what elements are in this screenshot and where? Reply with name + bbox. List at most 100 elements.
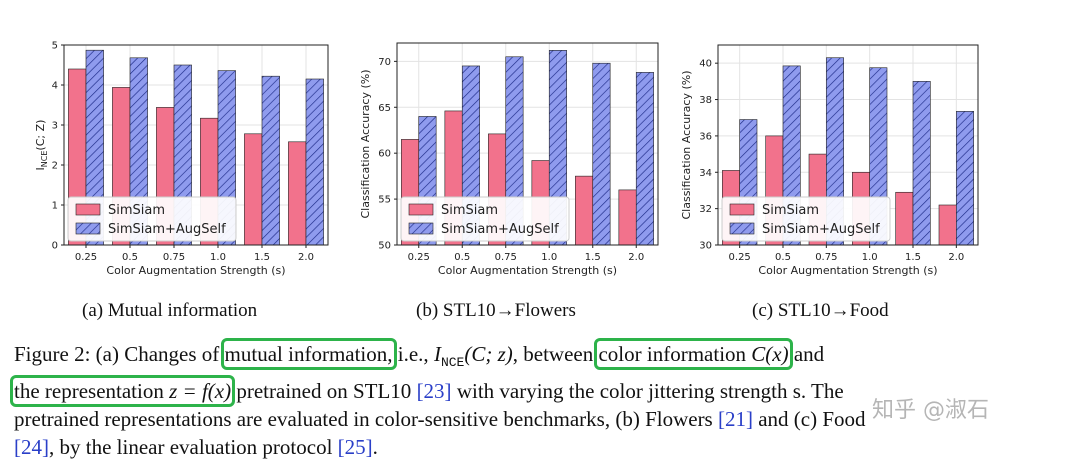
legend-box — [400, 196, 570, 242]
legend-swatch-simsiam — [729, 203, 755, 216]
x-axis-label: Color Augmentation Strength (s) — [758, 264, 937, 277]
y-tick-label: 2 — [52, 161, 58, 172]
chart-svg-flowers: 0.25 0.5 0.75 1.0 1.5 2.0 50 55 60 65 70 Color Augm… — [359, 42, 659, 277]
bar-simsiam — [288, 141, 307, 246]
y-tick-label: 30 — [699, 241, 712, 252]
x-tick-label: 2.0 — [298, 252, 314, 263]
x-tick-label: 0.75 — [815, 252, 837, 263]
subcaption-b: (b) STL10→Flowers — [416, 300, 576, 321]
x-tick-label: 1.0 — [210, 252, 226, 263]
caption-text: pretrained on STL10 — [231, 379, 417, 404]
x-tick-label: 1.0 — [862, 252, 878, 263]
y-tick-label: 40 — [699, 59, 712, 70]
x-tick-label: 1.5 — [585, 252, 601, 263]
bar-simsiam — [244, 133, 263, 246]
legend-label-augself: SimSiam+AugSelf — [762, 222, 880, 237]
highlight-mutual-information: mutual information, — [220, 338, 397, 370]
bar-simsiam — [938, 204, 957, 246]
legend-swatch-augself — [408, 222, 434, 235]
watermark: 知乎 @淑石 — [872, 398, 989, 423]
y-tick-label: 3 — [52, 121, 58, 132]
legend-swatch-augself — [729, 222, 755, 235]
x-tick-label: 0.25 — [408, 252, 430, 263]
y-tick-label: 38 — [699, 95, 712, 106]
y-tick-label: 36 — [699, 131, 712, 142]
x-tick-label: 1.5 — [254, 252, 270, 263]
reference-link[interactable]: [21] — [717, 407, 753, 432]
x-axis-label: Color Augmentation Strength (s) — [438, 264, 617, 277]
reference-link[interactable]: [25] — [337, 435, 373, 460]
caption-text: with varying the color jittering strengt… — [451, 379, 844, 404]
y-tick-label: 50 — [378, 241, 391, 252]
plot-frame — [63, 44, 329, 246]
caption-line-1: Figure 2: (a) Changes of mutual informat… — [14, 338, 1054, 377]
highlight-text: the representation — [14, 379, 170, 404]
formula-inline: INCE(C; z) — [434, 342, 513, 370]
y-tick-label: 32 — [699, 204, 712, 215]
x-tick-label: 0.25 — [729, 252, 751, 263]
reference-link[interactable]: [23] — [416, 379, 452, 404]
bar-simsiam-augself — [592, 62, 611, 246]
caption-text: , between — [512, 342, 599, 366]
highlight-representation: the representation z = f(x) — [9, 375, 236, 408]
chart-svg-food: 0.25 0.5 0.75 1.0 1.5 2.0 30 32 34 36 38 40 Color Au… — [680, 44, 979, 277]
formula-sub: NCE — [440, 355, 465, 371]
subcaption-c: (c) STL10→Food — [752, 300, 889, 321]
chart-stl10-food: 0.25 0.5 0.75 1.0 1.5 2.0 30 32 34 36 38 40 Color Au… — [660, 0, 1000, 290]
y-tick-label: 5 — [52, 41, 58, 52]
x-tick-label: 1.0 — [541, 252, 557, 263]
y-label-main: I — [34, 167, 47, 170]
chart-stl10-flowers: 0.25 0.5 0.75 1.0 1.5 2.0 50 55 60 65 70 Color Augm… — [340, 0, 670, 290]
y-axis-label: Classification Accuracy (%) — [359, 69, 372, 218]
x-tick-label: 2.0 — [948, 252, 964, 263]
legend-box — [67, 196, 237, 242]
y-tick-label: 4 — [52, 81, 58, 92]
caption-text: , by the linear evaluation protocol — [49, 435, 338, 460]
x-tick-label: 0.5 — [454, 252, 470, 263]
caption-line-2: the representation z = f(x) pretrained o… — [9, 375, 1054, 408]
y-tick-label: 1 — [52, 201, 58, 212]
bar-simsiam — [618, 189, 637, 246]
x-tick-label: 0.5 — [122, 252, 138, 263]
y-tick-label: 34 — [699, 168, 712, 179]
caption-text: i.e., — [392, 342, 434, 366]
x-tick-label: 1.5 — [905, 252, 921, 263]
caption-text: and (c) Food — [752, 407, 866, 432]
bar-simsiam-augself — [635, 72, 654, 246]
bar-simsiam-augself — [956, 111, 974, 246]
legend-label-augself: SimSiam+AugSelf — [441, 222, 559, 237]
caption-text: and — [788, 342, 825, 366]
chart-svg-mi: 0.25 0.5 0.75 1.0 1.5 2.0 0 1 2 3 4 5 Color Augmenta… — [34, 41, 329, 277]
x-tick-label: 2.0 — [628, 252, 644, 263]
x-tick-label: 0.75 — [495, 252, 517, 263]
legend-swatch-simsiam — [75, 203, 101, 216]
bar-simsiam-augself — [912, 81, 931, 246]
y-axis-label: Classification Accuracy (%) — [680, 70, 693, 219]
x-axis-label: Color Augmentation Strength (s) — [106, 264, 285, 277]
x-tick-label: 0.25 — [75, 252, 97, 263]
legend-label-simsiam: SimSiam — [762, 203, 819, 218]
math-zfx: z = f(x) — [169, 379, 232, 404]
y-axis-label: INCE(C; Z) — [34, 120, 49, 171]
reference-link[interactable]: [24] — [14, 435, 49, 460]
bar-simsiam-augself — [261, 75, 280, 246]
y-label-sub: NCE — [40, 151, 49, 168]
legend-swatch-simsiam — [408, 203, 434, 216]
y-tick-label: 60 — [378, 149, 391, 160]
y-tick-label: 70 — [378, 57, 391, 68]
legend-swatch-augself — [75, 222, 101, 235]
chart-mutual-information: 0.25 0.5 0.75 1.0 1.5 2.0 0 1 2 3 4 5 Color Augmenta… — [0, 0, 340, 290]
caption-text: pretrained representations are evaluated… — [14, 407, 718, 432]
legend-box — [721, 196, 891, 242]
caption-line-4: [24], by the linear evaluation protocol … — [14, 433, 1054, 461]
figure-caption: Figure 2: (a) Changes of mutual informat… — [9, 338, 1054, 461]
caption-line-3: pretrained representations are evaluated… — [14, 405, 1054, 433]
formula-args: (C; z) — [464, 342, 513, 366]
legend-label-simsiam: SimSiam — [108, 203, 165, 218]
highlight-color-information: color information C(x) — [594, 338, 793, 370]
caption-lead: Figure 2: (a) Changes of — [14, 342, 225, 366]
bar-simsiam — [575, 175, 594, 246]
x-tick-label: 0.75 — [163, 252, 185, 263]
legend-label-augself: SimSiam+AugSelf — [108, 222, 226, 237]
y-tick-label: 0 — [52, 241, 58, 252]
